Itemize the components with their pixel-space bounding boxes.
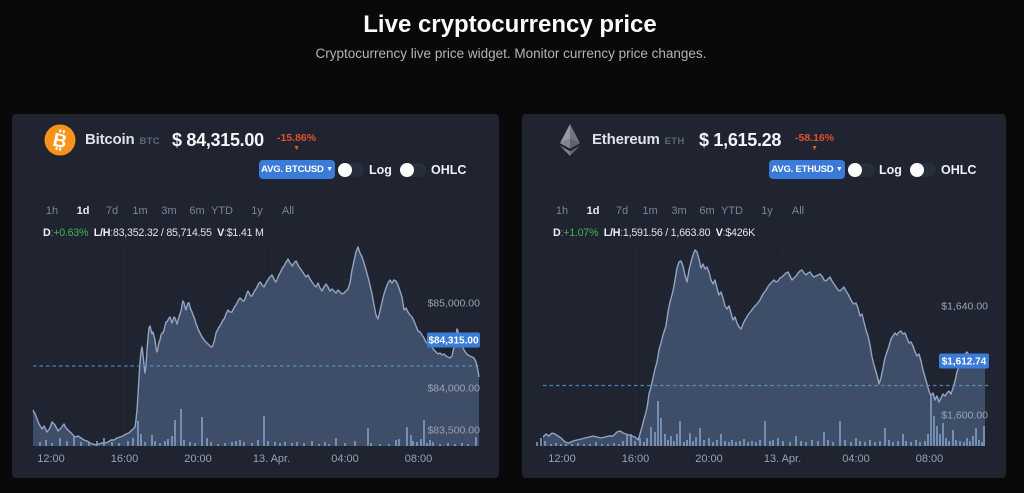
svg-text:13. Apr.: 13. Apr. [764,453,801,465]
svg-text:04:00: 04:00 [331,453,359,465]
svg-text:$85,000.00: $85,000.00 [427,298,480,310]
svg-text:08:00: 08:00 [405,453,433,465]
svg-text:$1,600.00: $1,600.00 [941,410,988,422]
svg-text:20:00: 20:00 [184,453,212,465]
svg-text:16:00: 16:00 [622,453,650,465]
svg-text:12:00: 12:00 [548,453,576,465]
svg-text:$84,000.00: $84,000.00 [427,383,480,395]
svg-text:$83,500.00: $83,500.00 [427,425,480,437]
svg-text:B: B [51,130,69,153]
svg-text:$84,315.00: $84,315.00 [428,336,478,347]
svg-text:$1,640.00: $1,640.00 [941,301,988,313]
svg-text:13. Apr.: 13. Apr. [253,453,290,465]
svg-text:$1,612.74: $1,612.74 [942,357,987,368]
svg-text:20:00: 20:00 [695,453,723,465]
svg-text:04:00: 04:00 [842,453,870,465]
svg-text:12:00: 12:00 [37,453,65,465]
svg-text:16:00: 16:00 [111,453,139,465]
svg-text:08:00: 08:00 [916,453,944,465]
